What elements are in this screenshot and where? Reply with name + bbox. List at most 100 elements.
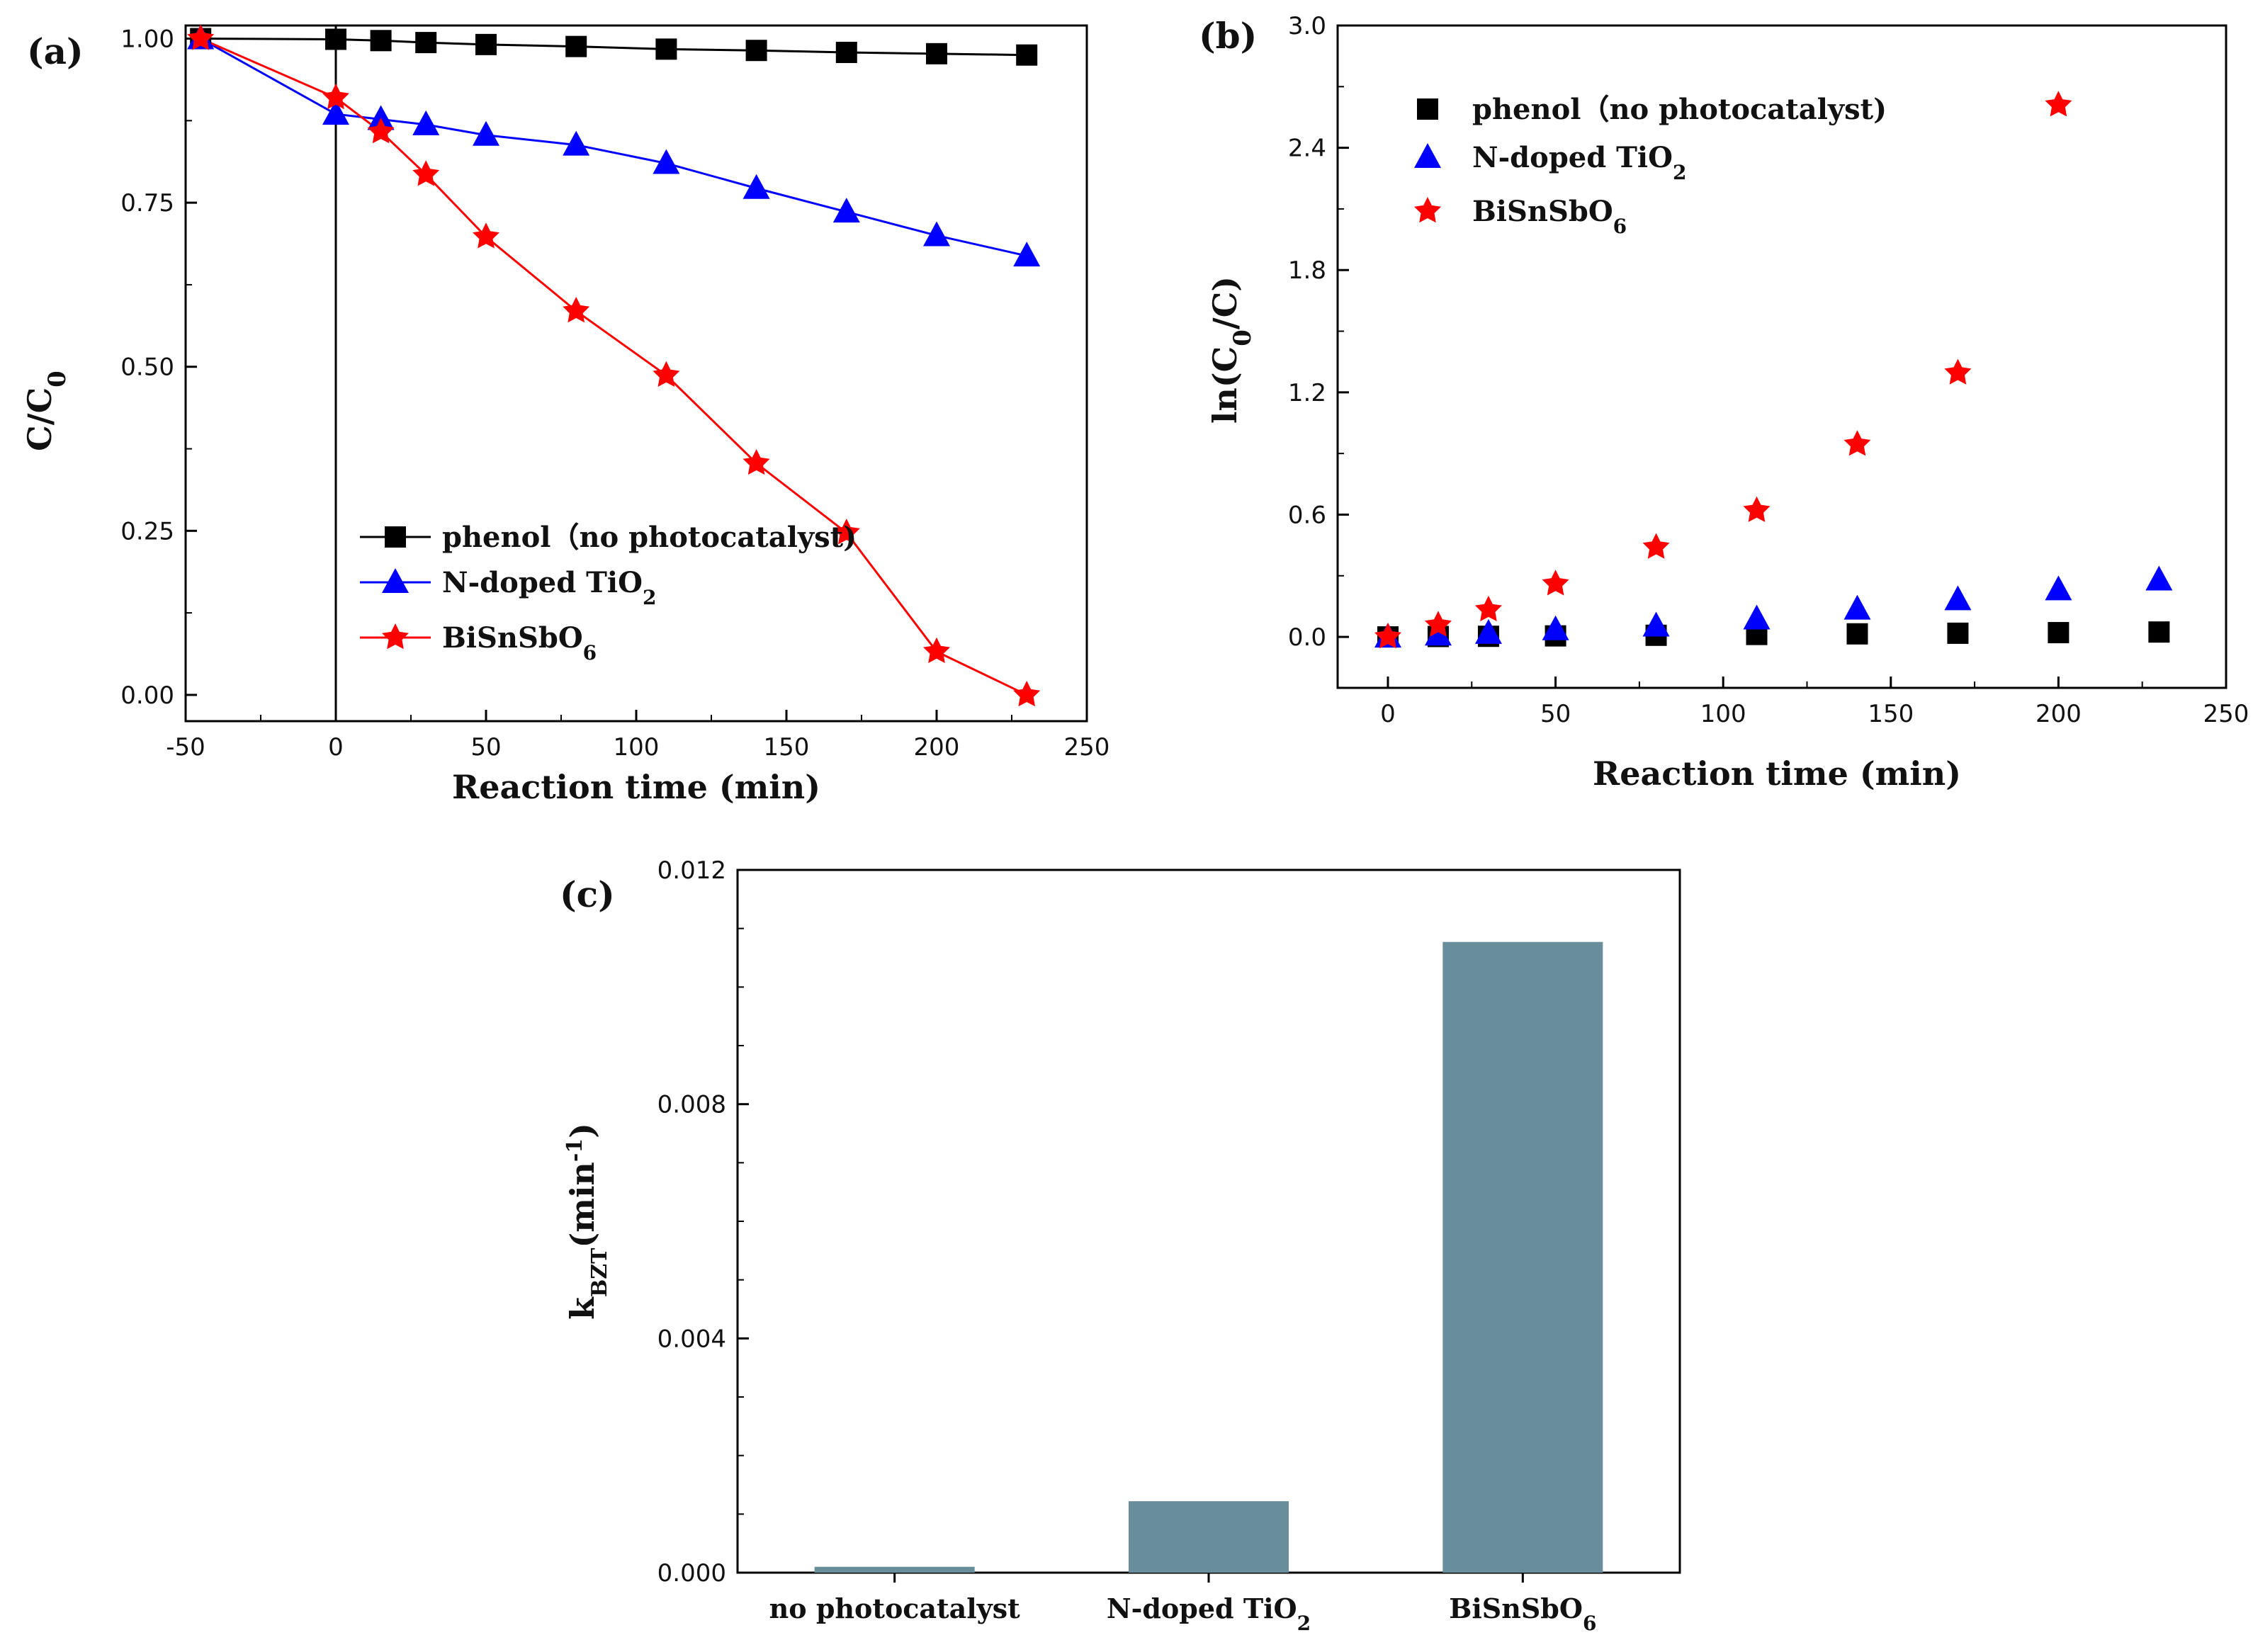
y-tick-label: 0.0 xyxy=(1288,623,1326,652)
y-tick-label: 1.8 xyxy=(1288,256,1326,285)
data-point xyxy=(1642,611,1670,637)
data-point xyxy=(370,30,392,52)
legend-label: phenol（no photocatalyst) xyxy=(1472,93,1887,126)
data-point xyxy=(2045,575,2072,601)
data-point xyxy=(2045,91,2072,117)
x-tick-label: 0 xyxy=(328,733,344,762)
x-tick-label: 150 xyxy=(1868,700,1914,728)
data-point xyxy=(1642,533,1670,559)
data-point xyxy=(2145,565,2173,591)
panel-a-plot-area xyxy=(187,24,1041,721)
x-tick-label: 200 xyxy=(914,733,960,762)
x-tick-label: N-doped TiO2 xyxy=(1107,1592,1311,1635)
panel-a-frame xyxy=(184,24,1088,723)
panel-a-legend: phenol（no photocatalyst) N-doped TiO2 BiSn… xyxy=(360,521,857,664)
panel-a: (a) -50 0 50 100 150 200 250 0.00 0.25 0.50 0.75 1… xyxy=(21,24,1109,806)
y-tick-label: 0.25 xyxy=(120,517,174,545)
series-line xyxy=(201,38,1027,57)
x-tick-label: 0 xyxy=(1380,700,1396,728)
data-point xyxy=(1843,430,1871,456)
x-tick-label: -50 xyxy=(166,733,205,762)
data-point xyxy=(926,43,947,64)
panel-b-legend: phenol（no photocatalyst) N-doped TiO2 BiSn… xyxy=(1414,93,1887,238)
y-tick-label: 0.6 xyxy=(1288,501,1326,529)
panel-b-plot-area xyxy=(1374,91,2173,649)
bar xyxy=(814,1566,975,1573)
x-tick-label: no photocatalyst xyxy=(769,1592,1020,1624)
y-tick-label: 0.50 xyxy=(120,353,174,382)
panel-a-label: (a) xyxy=(27,30,84,72)
panel-c-y-title: kBZT(min-1) xyxy=(563,1123,612,1320)
legend-label: BiSnSbO6 xyxy=(442,621,597,664)
y-tick-label: 0.012 xyxy=(657,856,726,885)
panel-c-plot-area xyxy=(814,941,1603,1573)
y-tick-label: 0.75 xyxy=(120,189,174,217)
data-point xyxy=(655,38,677,60)
data-point xyxy=(2048,622,2070,644)
panel-b-x-title: Reaction time (min) xyxy=(1593,754,1961,793)
y-tick-label: 1.00 xyxy=(120,26,174,54)
panel-b-label: (b) xyxy=(1199,15,1257,57)
x-tick-label: 100 xyxy=(1700,700,1746,728)
panel-b: (b) 0 50 100 150 200 250 0.0 0.6 1.2 1.8 2.4 3.0 R… xyxy=(1199,12,2249,793)
legend-marker xyxy=(1417,98,1438,120)
data-point xyxy=(1947,622,1969,644)
legend-label: phenol（no photocatalyst) xyxy=(442,521,857,554)
x-tick-label: 200 xyxy=(2035,700,2082,728)
panel-b-y-axis: 0.0 0.6 1.2 1.8 2.4 3.0 xyxy=(1288,12,1349,652)
y-tick-label: 0.004 xyxy=(657,1325,726,1353)
legend-marker xyxy=(1414,143,1441,168)
panel-a-y-axis: 0.00 0.25 0.50 0.75 1.00 xyxy=(120,26,197,710)
panel-c-y-axis: 0.000 0.004 0.008 0.012 xyxy=(657,856,749,1588)
data-point xyxy=(1846,623,1868,645)
data-point xyxy=(475,33,497,55)
data-point xyxy=(1542,570,1569,596)
data-point xyxy=(325,28,346,50)
legend-label: N-doped TiO2 xyxy=(442,566,656,609)
legend-marker xyxy=(385,526,406,548)
legend-marker xyxy=(382,623,409,650)
data-point xyxy=(2148,621,2170,643)
panel-a-x-axis: -50 0 50 100 150 200 250 xyxy=(166,710,1109,762)
x-tick-label: BiSnSbO6 xyxy=(1449,1592,1596,1635)
y-tick-label: 1.2 xyxy=(1288,379,1326,407)
legend-marker xyxy=(382,568,409,593)
data-point xyxy=(1944,585,1972,611)
x-tick-label: 50 xyxy=(1540,700,1571,728)
panel-b-frame xyxy=(1336,24,2227,689)
data-point xyxy=(653,361,680,387)
bar xyxy=(1442,941,1603,1573)
x-tick-label: 100 xyxy=(614,733,660,762)
y-tick-label: 0.000 xyxy=(657,1559,726,1588)
data-point xyxy=(1743,496,1771,522)
panel-c-label: (c) xyxy=(560,873,615,915)
data-point xyxy=(415,32,437,54)
panel-b-y-title: ln(C0/C) xyxy=(1206,276,1257,424)
series-line xyxy=(200,38,1027,257)
legend-label: BiSnSbO6 xyxy=(1472,195,1627,238)
x-tick-label: 250 xyxy=(2203,700,2249,728)
data-point xyxy=(835,41,857,63)
bar xyxy=(1129,1501,1289,1573)
data-point xyxy=(1743,604,1771,630)
panel-a-y-title: C/C0 xyxy=(21,370,72,451)
data-point xyxy=(1843,594,1871,620)
panel-a-x-title: Reaction time (min) xyxy=(452,768,820,806)
panel-c-x-axis: no photocatalyst N-doped TiO2 BiSnSbO6 xyxy=(769,1573,1596,1635)
x-tick-label: 50 xyxy=(470,733,501,762)
legend-marker xyxy=(1414,197,1441,223)
y-tick-label: 2.4 xyxy=(1288,135,1326,163)
data-point xyxy=(1474,595,1502,622)
x-tick-label: 250 xyxy=(1064,733,1110,762)
y-tick-label: 0.008 xyxy=(657,1091,726,1119)
panel-b-x-axis: 0 50 100 150 200 250 xyxy=(1380,677,2249,728)
y-tick-label: 3.0 xyxy=(1288,12,1326,40)
y-tick-label: 0.00 xyxy=(120,681,174,710)
data-point xyxy=(565,35,587,57)
data-point xyxy=(1013,680,1041,707)
panel-c: (c) 0.000 0.004 0.008 0.012 no photocatalys… xyxy=(560,856,1681,1635)
data-point xyxy=(745,40,767,62)
x-tick-label: 150 xyxy=(764,733,810,762)
data-point xyxy=(1016,44,1038,66)
